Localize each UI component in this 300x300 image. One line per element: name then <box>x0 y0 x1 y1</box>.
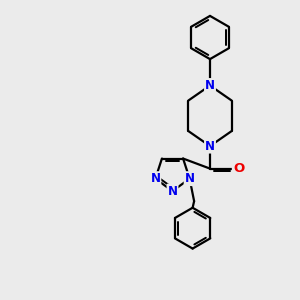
Text: N: N <box>205 79 215 92</box>
Text: N: N <box>205 140 215 153</box>
Text: N: N <box>167 184 178 198</box>
Text: O: O <box>233 162 244 175</box>
Text: N: N <box>184 172 195 185</box>
Text: N: N <box>150 172 161 185</box>
